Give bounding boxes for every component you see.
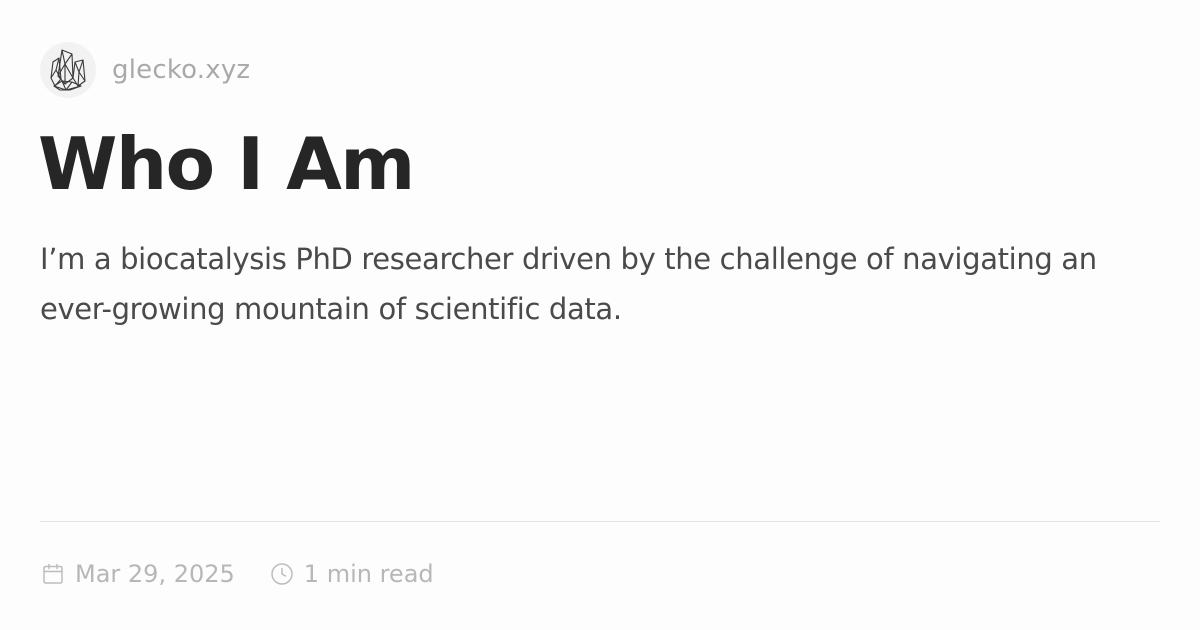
divider: [40, 521, 1160, 522]
clock-icon: [269, 561, 295, 587]
post-date: Mar 29, 2025: [40, 560, 235, 588]
page-description: I’m a biocatalysis PhD researcher driven…: [40, 242, 1097, 326]
calendar-icon: [40, 561, 66, 587]
reading-time-text: 1 min read: [303, 560, 434, 588]
post-meta: Mar 29, 2025 1 min read: [40, 556, 434, 592]
crystal-cluster-icon: [40, 42, 96, 98]
site-name[interactable]: glecko.xyz: [112, 55, 251, 85]
post-date-text: Mar 29, 2025: [75, 560, 235, 588]
page-title: Who I Am: [38, 122, 415, 206]
reading-time: 1 min read: [269, 560, 434, 588]
site-header: glecko.xyz: [40, 42, 250, 98]
